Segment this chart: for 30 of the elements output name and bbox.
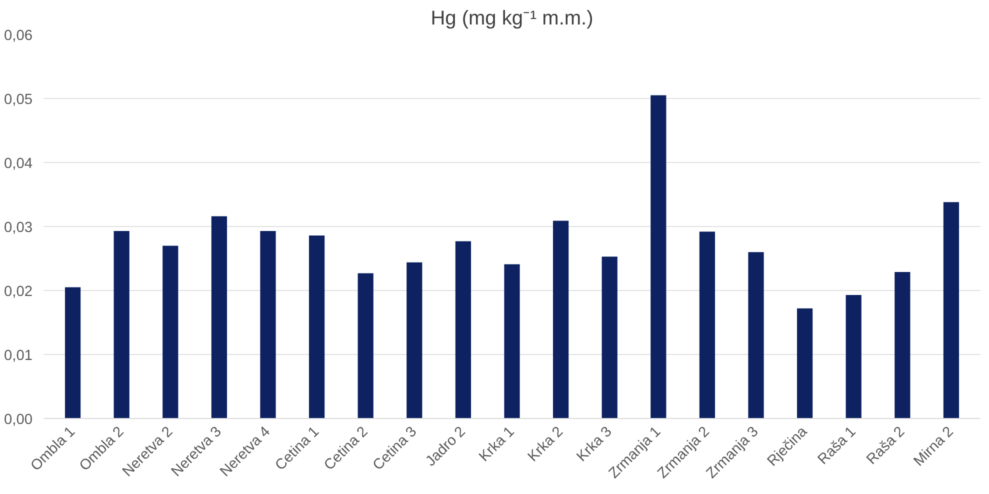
x-tick-label: Krka 1 — [476, 424, 518, 466]
y-tick-label: 0,05 — [4, 92, 33, 108]
y-tick-label: 0,06 — [4, 28, 33, 44]
bar — [358, 273, 374, 418]
bar — [894, 272, 910, 418]
bar — [308, 235, 325, 418]
bar — [943, 202, 960, 418]
bar — [748, 252, 764, 418]
y-tick-label: 0,02 — [4, 284, 33, 300]
bar — [64, 287, 81, 418]
bar — [114, 230, 130, 418]
y-tick-label: 0,04 — [4, 156, 33, 172]
bar — [162, 246, 178, 418]
bar — [797, 308, 813, 418]
chart-title: Hg (mg kg⁻¹ m.m.) — [430, 8, 594, 30]
y-tick-label: 0,03 — [4, 220, 33, 236]
x-tick-label: Krka 2 — [525, 424, 566, 466]
bar — [211, 216, 227, 418]
bar — [699, 232, 716, 418]
bar — [602, 256, 618, 418]
bar — [504, 264, 520, 418]
y-tick-label: 0,01 — [4, 348, 33, 364]
bar — [650, 95, 666, 418]
bar — [406, 262, 422, 418]
bar — [552, 220, 569, 418]
bar — [846, 294, 862, 418]
bar — [260, 230, 276, 418]
y-tick-label: 0,00 — [4, 412, 33, 428]
bar — [455, 241, 472, 418]
x-tick-label: Krka 3 — [574, 424, 616, 466]
